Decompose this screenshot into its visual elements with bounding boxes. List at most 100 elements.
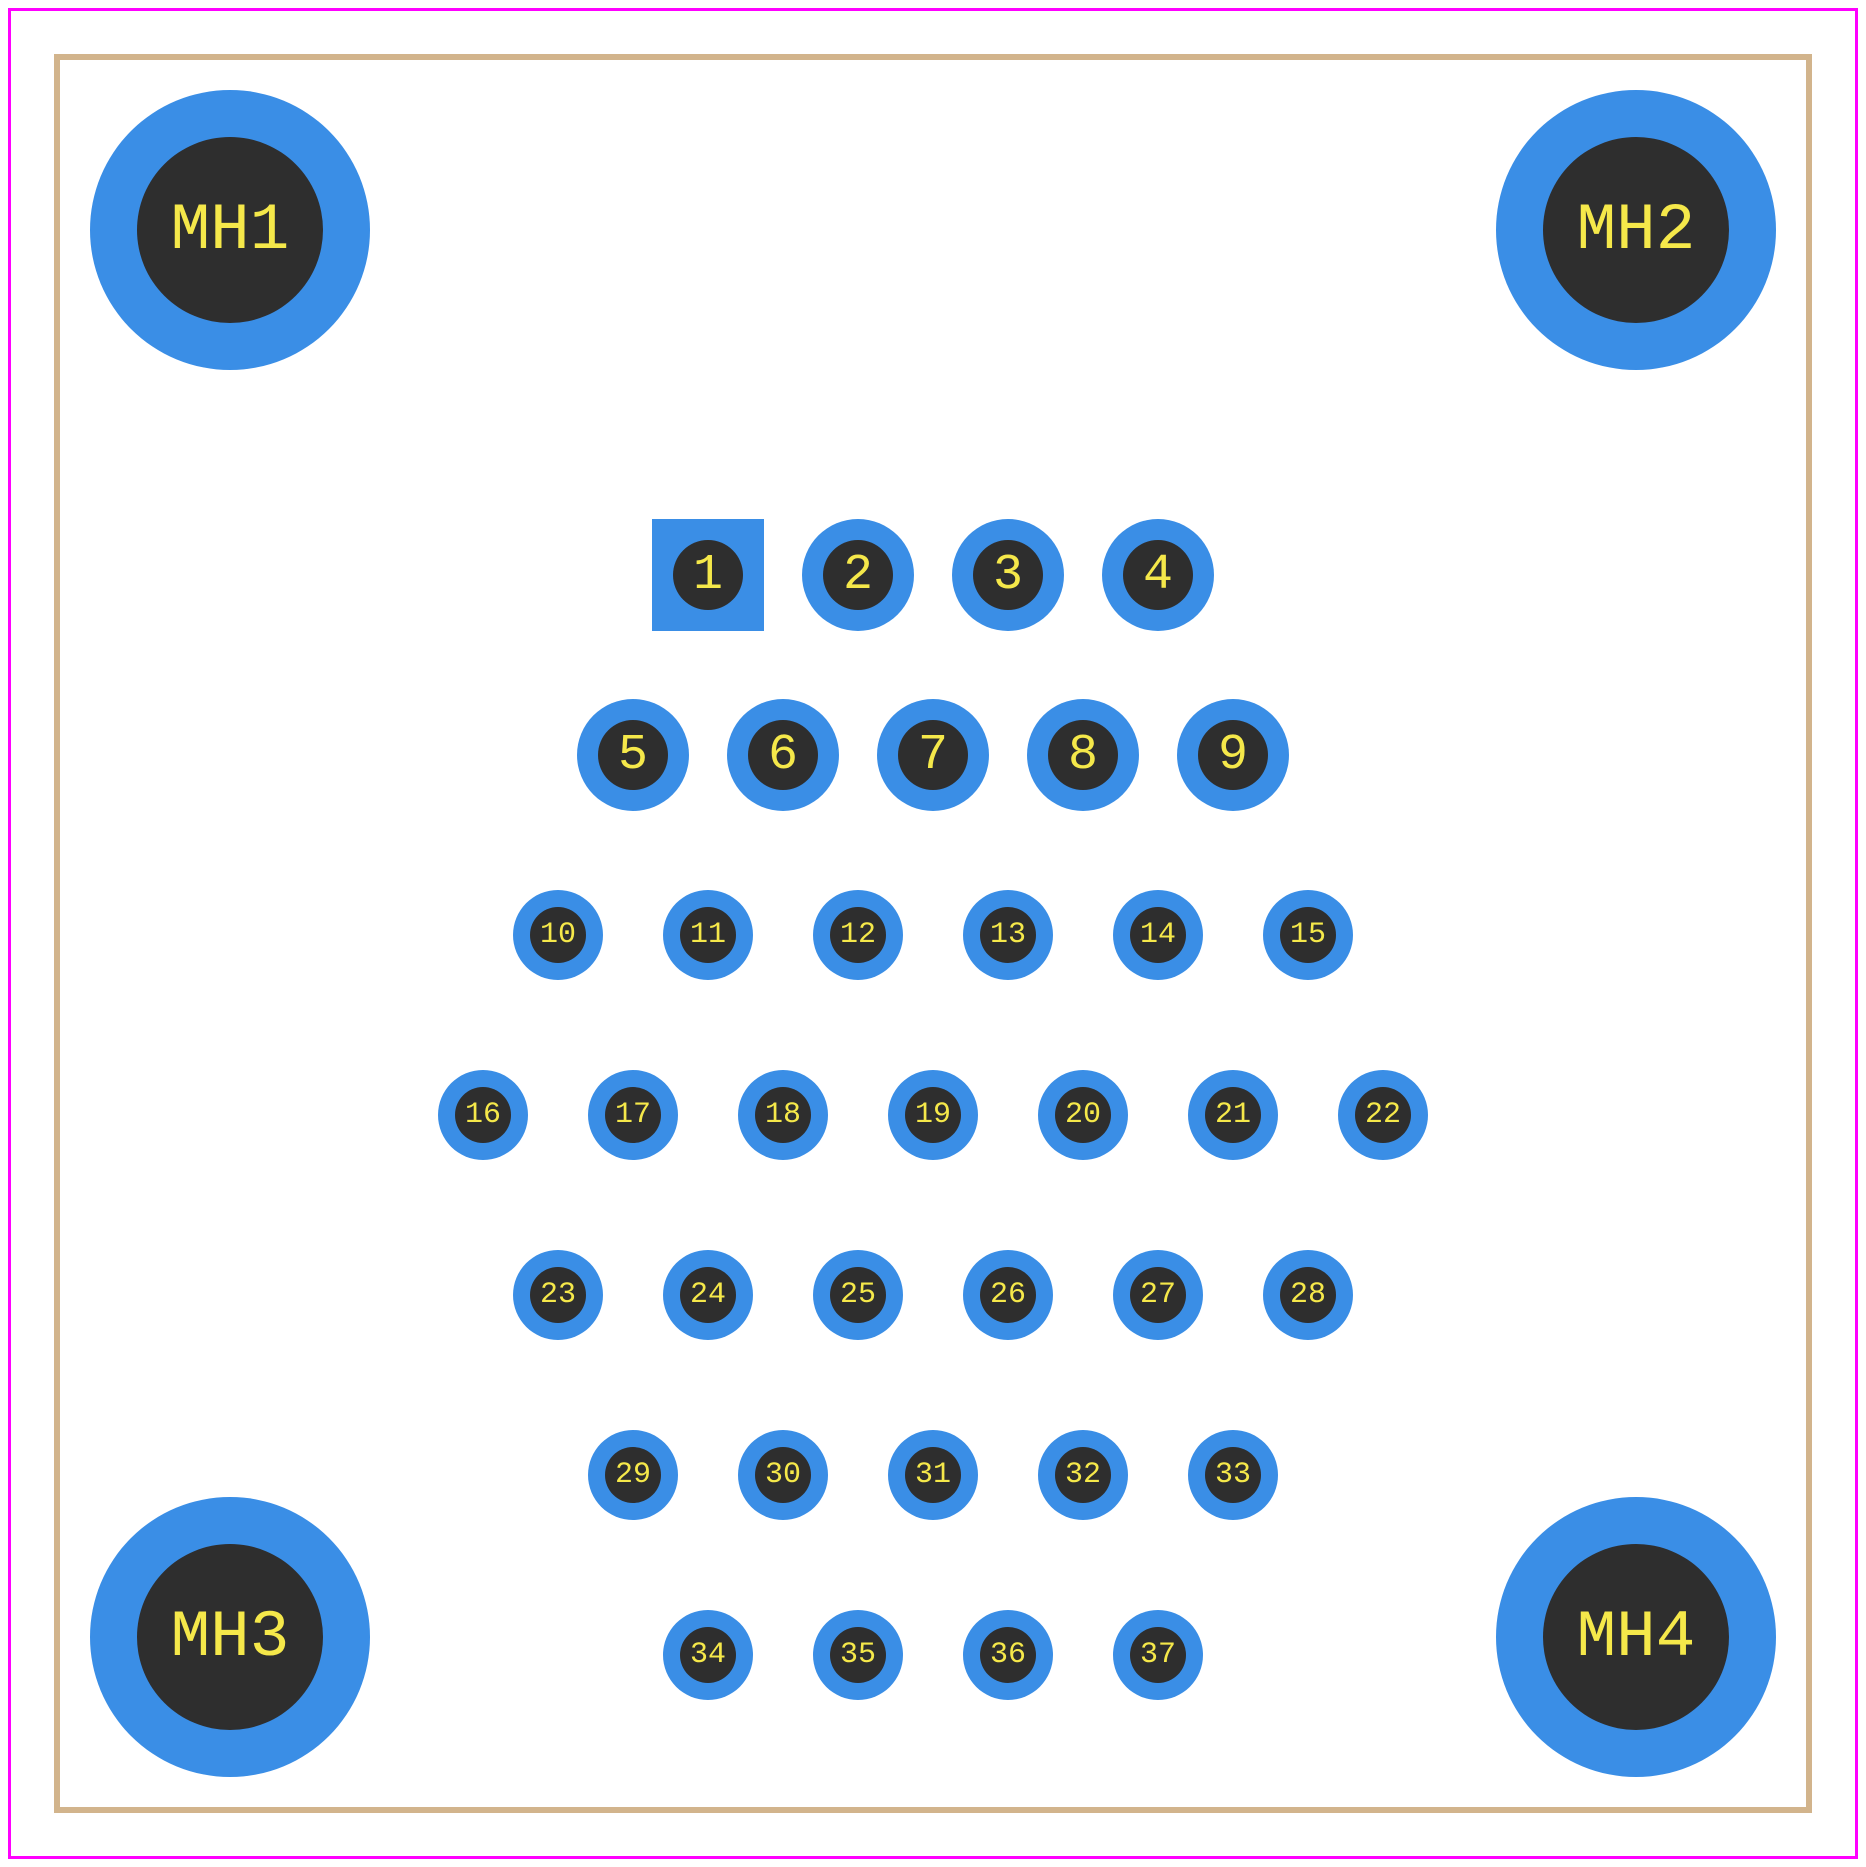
- pad-label: 17: [615, 1098, 651, 1132]
- pad-drill-7: 7: [898, 720, 968, 790]
- pad-33: 33: [1188, 1430, 1278, 1520]
- pad-13: 13: [963, 890, 1053, 980]
- pad-label: 10: [540, 918, 576, 952]
- pad-label: 6: [768, 727, 798, 784]
- pad-label: 33: [1215, 1458, 1251, 1492]
- pad-30: 30: [738, 1430, 828, 1520]
- pad-17: 17: [588, 1070, 678, 1160]
- mounting-hole-4: MH4: [1496, 1497, 1776, 1777]
- mounting-hole-label: MH1: [171, 193, 290, 268]
- pad-drill-21: 21: [1205, 1087, 1261, 1143]
- pad-14: 14: [1113, 890, 1203, 980]
- pad-drill-34: 34: [680, 1627, 736, 1683]
- pad-3: 3: [952, 519, 1064, 631]
- pad-drill-16: 16: [455, 1087, 511, 1143]
- pad-drill-15: 15: [1280, 907, 1336, 963]
- pad-label: 3: [993, 547, 1023, 604]
- pad-copper-12: 12: [813, 890, 903, 980]
- pad-label: 11: [690, 918, 726, 952]
- pad-copper-14: 14: [1113, 890, 1203, 980]
- pad-5: 5: [577, 699, 689, 811]
- pad-drill-26: 26: [980, 1267, 1036, 1323]
- pad-16: 16: [438, 1070, 528, 1160]
- pad-copper-7: 7: [877, 699, 989, 811]
- pad-32: 32: [1038, 1430, 1128, 1520]
- pad-drill-27: 27: [1130, 1267, 1186, 1323]
- mounting-hole-drill-3: MH3: [137, 1544, 323, 1730]
- pad-drill-1: 1: [673, 540, 743, 610]
- pad-copper-22: 22: [1338, 1070, 1428, 1160]
- pad-label: 36: [990, 1638, 1026, 1672]
- pad-copper-1: 1: [652, 519, 764, 631]
- pad-label: 14: [1140, 918, 1176, 952]
- pad-drill-18: 18: [755, 1087, 811, 1143]
- pad-label: 13: [990, 918, 1026, 952]
- pad-23: 23: [513, 1250, 603, 1340]
- pad-drill-19: 19: [905, 1087, 961, 1143]
- mounting-hole-label: MH2: [1577, 193, 1696, 268]
- pad-label: 2: [843, 547, 873, 604]
- pad-copper-36: 36: [963, 1610, 1053, 1700]
- pad-drill-23: 23: [530, 1267, 586, 1323]
- pad-label: 37: [1140, 1638, 1176, 1672]
- pad-1: 1: [652, 519, 764, 631]
- pad-drill-35: 35: [830, 1627, 886, 1683]
- pad-copper-15: 15: [1263, 890, 1353, 980]
- pad-copper-13: 13: [963, 890, 1053, 980]
- pad-copper-29: 29: [588, 1430, 678, 1520]
- mounting-hole-3: MH3: [90, 1497, 370, 1777]
- pad-label: 21: [1215, 1098, 1251, 1132]
- pad-26: 26: [963, 1250, 1053, 1340]
- pad-drill-11: 11: [680, 907, 736, 963]
- pad-copper-24: 24: [663, 1250, 753, 1340]
- pad-29: 29: [588, 1430, 678, 1520]
- pad-copper-18: 18: [738, 1070, 828, 1160]
- pad-20: 20: [1038, 1070, 1128, 1160]
- pad-copper-32: 32: [1038, 1430, 1128, 1520]
- pad-copper-3: 3: [952, 519, 1064, 631]
- pad-copper-20: 20: [1038, 1070, 1128, 1160]
- pad-6: 6: [727, 699, 839, 811]
- pad-7: 7: [877, 699, 989, 811]
- mounting-hole-label: MH3: [171, 1600, 290, 1675]
- pad-drill-14: 14: [1130, 907, 1186, 963]
- mounting-hole-2: MH2: [1496, 90, 1776, 370]
- pad-label: 35: [840, 1638, 876, 1672]
- pad-copper-33: 33: [1188, 1430, 1278, 1520]
- pad-15: 15: [1263, 890, 1353, 980]
- pad-35: 35: [813, 1610, 903, 1700]
- pad-12: 12: [813, 890, 903, 980]
- pad-label: 16: [465, 1098, 501, 1132]
- pad-drill-30: 30: [755, 1447, 811, 1503]
- mounting-hole-label: MH4: [1577, 1600, 1696, 1675]
- pad-label: 20: [1065, 1098, 1101, 1132]
- pad-copper-37: 37: [1113, 1610, 1203, 1700]
- pad-copper-30: 30: [738, 1430, 828, 1520]
- pad-drill-12: 12: [830, 907, 886, 963]
- pad-9: 9: [1177, 699, 1289, 811]
- pad-label: 12: [840, 918, 876, 952]
- pad-copper-8: 8: [1027, 699, 1139, 811]
- pad-copper-28: 28: [1263, 1250, 1353, 1340]
- pad-copper-9: 9: [1177, 699, 1289, 811]
- pad-label: 7: [918, 727, 948, 784]
- pad-label: 18: [765, 1098, 801, 1132]
- pad-22: 22: [1338, 1070, 1428, 1160]
- pad-drill-17: 17: [605, 1087, 661, 1143]
- pad-drill-37: 37: [1130, 1627, 1186, 1683]
- pad-2: 2: [802, 519, 914, 631]
- pad-drill-10: 10: [530, 907, 586, 963]
- pad-label: 24: [690, 1278, 726, 1312]
- pad-34: 34: [663, 1610, 753, 1700]
- pad-label: 4: [1143, 547, 1173, 604]
- pad-copper-10: 10: [513, 890, 603, 980]
- pad-drill-8: 8: [1048, 720, 1118, 790]
- pad-drill-22: 22: [1355, 1087, 1411, 1143]
- pad-label: 29: [615, 1458, 651, 1492]
- pad-label: 23: [540, 1278, 576, 1312]
- pad-27: 27: [1113, 1250, 1203, 1340]
- pad-copper-31: 31: [888, 1430, 978, 1520]
- pad-copper-5: 5: [577, 699, 689, 811]
- pad-11: 11: [663, 890, 753, 980]
- pad-drill-20: 20: [1055, 1087, 1111, 1143]
